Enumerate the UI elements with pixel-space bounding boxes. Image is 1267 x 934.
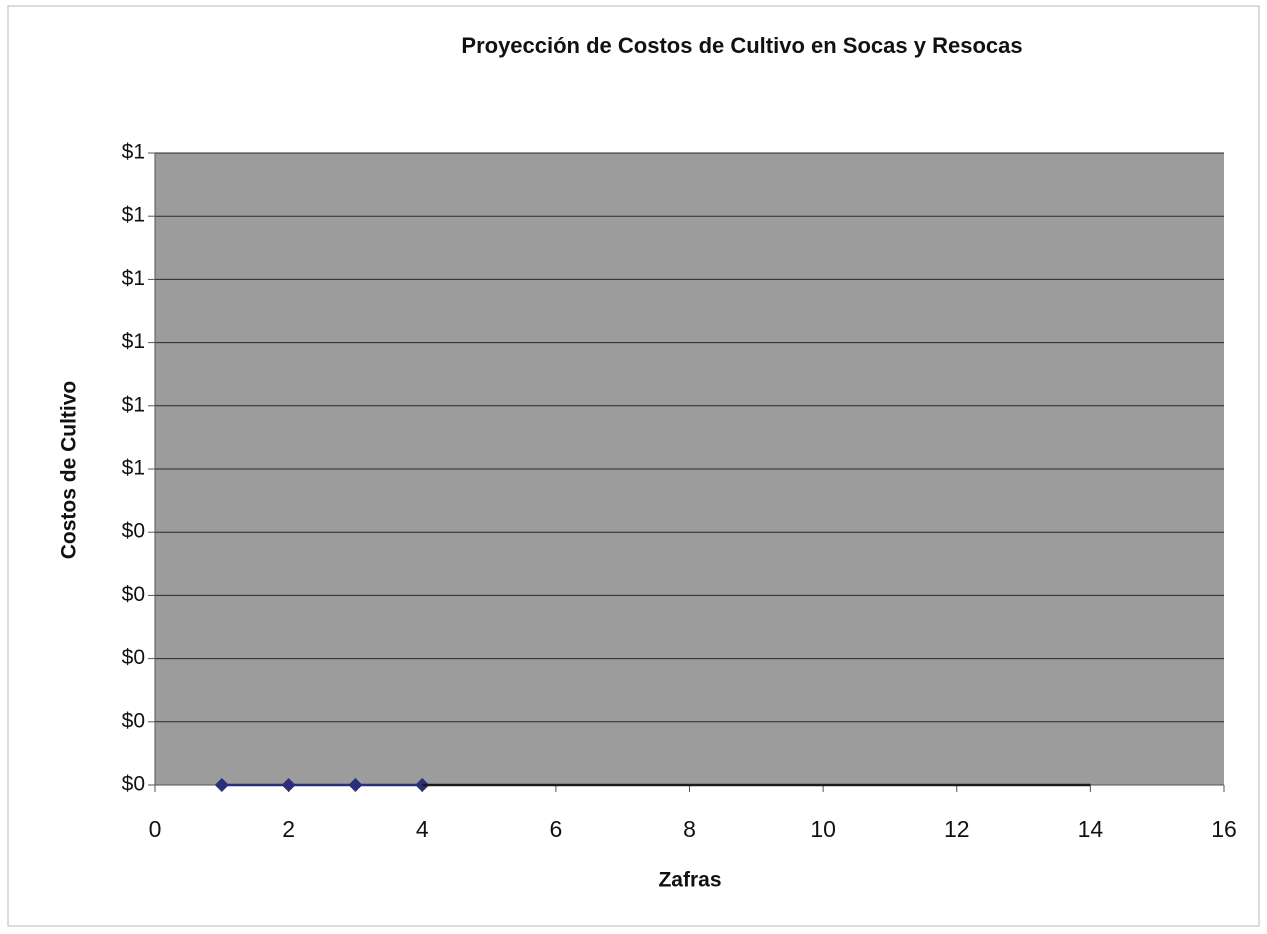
- point: [281, 778, 296, 792]
- x-tick-label: 12: [944, 816, 970, 842]
- x-tick-label: 8: [683, 816, 696, 842]
- y-tick-label: $1: [122, 457, 145, 480]
- x-tick-label: 6: [549, 816, 562, 842]
- chart-title: Proyección de Costos de Cultivo en Socas…: [461, 33, 1022, 58]
- y-tick-label: $1: [122, 267, 145, 290]
- y-tick-label: $0: [122, 773, 145, 796]
- x-tick-label: 4: [416, 816, 429, 842]
- y-tick-label: $0: [122, 583, 145, 606]
- x-axis-title: Zafras: [658, 869, 721, 892]
- y-tick-label: $0: [122, 646, 145, 669]
- y-tick-label: $1: [122, 393, 145, 416]
- x-tick-label: 0: [149, 816, 162, 842]
- x-tick-label: 16: [1211, 816, 1237, 842]
- y-tick-label: $1: [122, 330, 145, 353]
- y-tick-label: $0: [122, 520, 145, 543]
- x-tick-label: 14: [1078, 816, 1104, 842]
- y-axis-title: Costos de Cultivo: [58, 381, 81, 560]
- point: [214, 778, 229, 792]
- y-tick-label: $1: [122, 204, 145, 227]
- x-tick-label: 10: [810, 816, 836, 842]
- point: [348, 778, 363, 792]
- y-tick-label: $0: [122, 709, 145, 732]
- x-tick-label: 2: [282, 816, 295, 842]
- y-tick-label: $1: [122, 141, 145, 164]
